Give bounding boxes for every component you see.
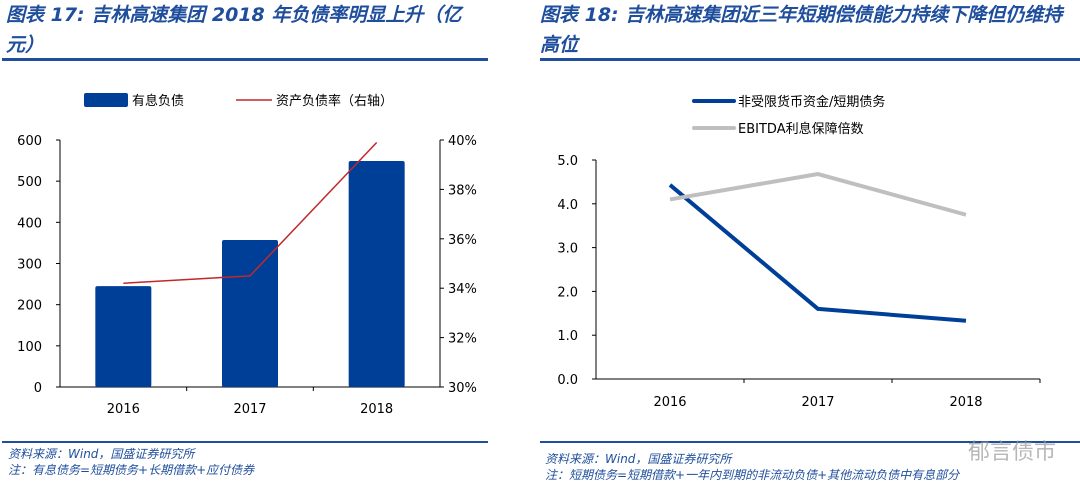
y-tick-label: 500 [17,175,42,190]
y2-tick-label: 38% [448,183,477,198]
x-tick-label: 2017 [233,402,266,417]
left-footer: 资料来源：Wind，国盛证券研究所 注：有息债务=短期债务+长期借款+应付债券 [8,446,488,478]
y2-tick-label: 34% [448,282,477,297]
y-tick-label: 1.0 [557,329,578,344]
legend-label-1: EBITDA利息保障倍数 [738,121,864,137]
y-tick-label: 4.0 [557,198,578,213]
left-title-rule [2,58,488,61]
x-tick-label: 2016 [653,395,686,410]
x-tick-label: 2017 [801,395,834,410]
right-footer-rule [540,441,1080,443]
y2-tick-label: 40% [448,134,477,149]
bar-2018 [348,160,405,387]
left-note: 注：有息债务=短期债务+长期借款+应付债券 [8,463,255,477]
y-tick-label: 200 [17,299,42,314]
legend-label-bar: 有息负债 [132,93,184,109]
y-tick-label: 2.0 [557,285,578,300]
watermark: 郁言债市 [968,440,1057,465]
right-footer: 资料来源：Wind，国盛证券研究所 注：短期债务=短期借款+一年内到期的非流动负… [545,451,985,483]
debt-ratio-line [123,141,378,285]
bar-2017 [222,240,278,387]
right-note: 注：短期债务=短期借款+一年内到期的非流动负债+其他流动负债中有息部分 [545,468,960,482]
left-source: 资料来源：Wind，国盛证券研究所 [8,447,195,461]
y-tick-label: 0 [34,381,42,396]
legend-label-line: 资产负债率（右轴） [276,93,393,109]
y-tick-label: 0.0 [557,373,578,388]
left-footer-rule [2,441,488,443]
x-tick-label: 2016 [107,402,140,417]
y-tick-label: 300 [17,258,42,273]
y2-tick-label: 36% [448,233,477,248]
x-tick-label: 2018 [949,395,982,410]
y-tick-label: 400 [17,216,42,231]
y-tick-label: 100 [17,340,42,355]
y-tick-label: 3.0 [557,242,578,257]
series-line-0 [668,183,967,323]
bar-2016 [95,286,152,387]
y-tick-label: 600 [17,134,42,149]
y2-tick-label: 30% [448,381,477,396]
y2-tick-label: 32% [448,332,477,347]
legend-label-0: 非受限货币资金/短期债务 [738,94,885,110]
legend-swatch-bar [84,93,128,107]
right-source: 资料来源：Wind，国盛证券研究所 [545,452,732,466]
y-tick-label: 5.0 [557,154,578,169]
right-chart-title: 图表 18: 吉林高速集团近三年短期偿债能力持续下降但仍维持高位 [540,4,1063,56]
left-chart-title: 图表 17: 吉林高速集团 2018 年负债率明显上升（亿元） [6,4,462,56]
series-line-1 [669,172,967,217]
x-tick-label: 2018 [360,402,393,417]
right-title-rule [540,58,1080,61]
